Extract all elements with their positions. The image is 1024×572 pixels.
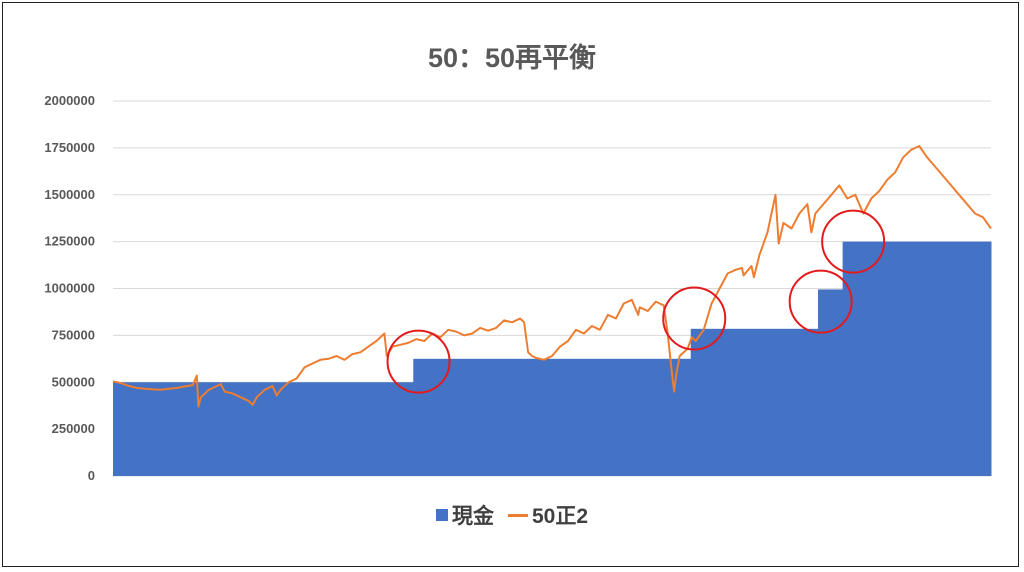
y-tick-label: 1250000 xyxy=(44,234,95,249)
cash-step-bar xyxy=(413,358,692,476)
legend-swatch-stock xyxy=(507,513,528,517)
legend-item-stock: 50正2 xyxy=(507,500,589,530)
stock-line-series xyxy=(112,145,992,408)
legend: 現金 50正2 xyxy=(0,500,1024,530)
y-tick-label: 750000 xyxy=(52,327,95,342)
highlight-circle xyxy=(386,329,451,394)
highlight-circle xyxy=(788,269,853,334)
cash-step-bar xyxy=(842,241,992,476)
legend-swatch-cash xyxy=(435,509,448,521)
y-tick-label: 1000000 xyxy=(44,281,95,296)
y-tick-label: 250000 xyxy=(52,421,95,436)
y-tick-label: 1500000 xyxy=(44,187,95,202)
highlight-circle xyxy=(662,286,727,351)
highlight-circles xyxy=(386,209,886,394)
y-tick-label: 500000 xyxy=(52,374,95,389)
cash-area-series xyxy=(113,241,992,476)
highlight-circle xyxy=(821,209,886,274)
cash-step-bar xyxy=(818,289,844,476)
y-tick-label: 2000000 xyxy=(44,93,95,108)
cash-step-bar xyxy=(113,382,414,476)
legend-item-cash: 現金 xyxy=(435,500,494,530)
legend-label-stock: 50正2 xyxy=(531,505,589,528)
cash-step-bar xyxy=(690,328,819,476)
y-tick-label: 0 xyxy=(88,468,95,483)
legend-label-cash: 現金 xyxy=(451,505,494,528)
y-tick-labels: 0 250000 500000 750000 1000000 1250000 1500000… xyxy=(44,93,95,483)
stock-line xyxy=(112,145,992,408)
y-tick-label: 1750000 xyxy=(44,140,95,155)
chart-title: 50：50再平衡 xyxy=(427,43,597,73)
